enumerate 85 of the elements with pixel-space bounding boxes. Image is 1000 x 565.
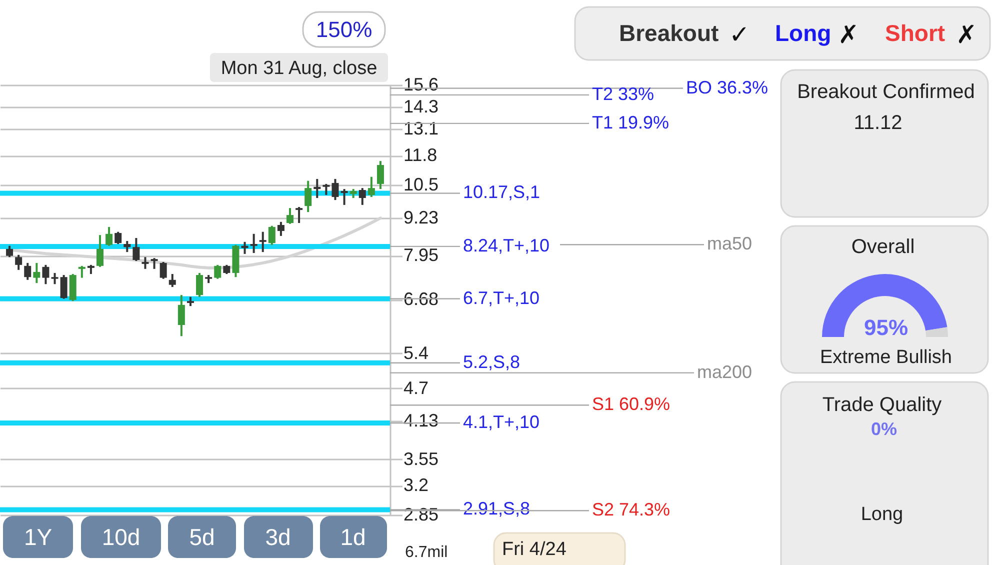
text: Long [775, 20, 832, 46]
candlestick [196, 272, 204, 298]
y-tick-label: 4.7 [404, 378, 429, 398]
candlestick [78, 264, 86, 279]
data-label: 95% [864, 315, 908, 340]
ref-line-label: ma200 [697, 362, 752, 382]
text: 1Y [24, 524, 52, 550]
candlestick [96, 234, 104, 268]
ref-line-label: 10.17,S,1 [463, 182, 540, 202]
y-tick-label: 11.8 [404, 145, 438, 166]
text: Short [885, 20, 946, 46]
candlestick [33, 262, 40, 284]
candlestick [332, 178, 339, 202]
candlestick [132, 236, 140, 262]
text: 5d [189, 524, 215, 550]
text: Long [860, 504, 904, 525]
y-tick-label: 3.55 [404, 448, 439, 469]
y-tick-label: 10.5 [404, 174, 439, 195]
text: Breakout [619, 20, 720, 46]
candlestick [15, 254, 22, 271]
y-tick-label: 7.95 [404, 245, 439, 266]
candlestick [322, 182, 330, 196]
candlestick [186, 296, 194, 308]
y-tick-label: 3.2 [404, 475, 429, 496]
candlestick [51, 272, 58, 286]
ref-line-label: T2 33% [592, 84, 654, 104]
ref-line-label: BO 36.3% [686, 77, 768, 98]
y-tick-label: 9.23 [404, 207, 439, 228]
candlestick [124, 240, 131, 254]
ref-line-label: S1 60.9% [592, 394, 670, 414]
candlestick [296, 206, 303, 224]
candlestick [314, 178, 321, 199]
text: 0% [870, 419, 898, 439]
candlestick [358, 187, 366, 206]
candlestick [142, 256, 149, 270]
y-tick-label: 15.6 [404, 74, 439, 94]
text: 11.12 [854, 112, 902, 134]
candlestick [160, 260, 167, 280]
ref-line-label: 2.91,S,8 [463, 498, 530, 519]
text: 10d [102, 524, 140, 550]
candlestick [114, 230, 122, 246]
candlestick [268, 224, 276, 246]
candlestick [250, 232, 258, 254]
candlestick [340, 188, 348, 206]
candlestick [168, 272, 176, 288]
ref-line-label: S2 74.3% [592, 500, 670, 520]
candlestick [150, 257, 158, 270]
y-tick-label: 14.3 [404, 96, 439, 117]
text: ✓ [729, 20, 750, 49]
candlestick [241, 240, 248, 255]
text: Trade Quality [822, 394, 942, 416]
candlestick [223, 264, 230, 275]
candlestick [106, 226, 113, 247]
candlestick [178, 294, 185, 338]
candlestick [286, 207, 294, 225]
candlestick [6, 244, 14, 258]
candlestick [277, 220, 284, 237]
ref-line-label: ma50 [707, 234, 752, 254]
candlestick [42, 264, 50, 286]
candlestick [376, 160, 384, 190]
ref-line-label: T1 19.9% [592, 112, 670, 132]
ref-line-label: 4.1,T+,10 [463, 412, 540, 432]
candlestick [87, 264, 94, 275]
text: 3d [265, 524, 291, 550]
ref-line-label: 5.2,S,8 [463, 352, 520, 372]
text: ✗ [956, 20, 977, 49]
candlestick [24, 262, 32, 281]
ref-line-label: 6.7,T+,10 [463, 288, 540, 308]
text: Mon 31 Aug, close [220, 58, 378, 79]
y-tick-label: 6.68 [404, 289, 439, 310]
y-tick-label: 5.4 [404, 342, 429, 363]
candlestick [60, 274, 68, 300]
text: Fri 4/24 [502, 539, 567, 560]
candlestick [214, 264, 222, 280]
text: 150% [316, 17, 372, 42]
text: 6.7mil [405, 544, 448, 561]
text: Breakout Confirmed [797, 81, 975, 103]
text: 1d [340, 524, 366, 550]
candlestick [368, 176, 375, 198]
chart-title: Overall [851, 236, 915, 258]
ref-line-label: 8.24,T+,10 [463, 235, 550, 256]
candlestick [304, 180, 312, 214]
text: Extreme Bullish [820, 347, 952, 368]
candlestick [259, 230, 266, 254]
text: ✗ [838, 20, 859, 49]
